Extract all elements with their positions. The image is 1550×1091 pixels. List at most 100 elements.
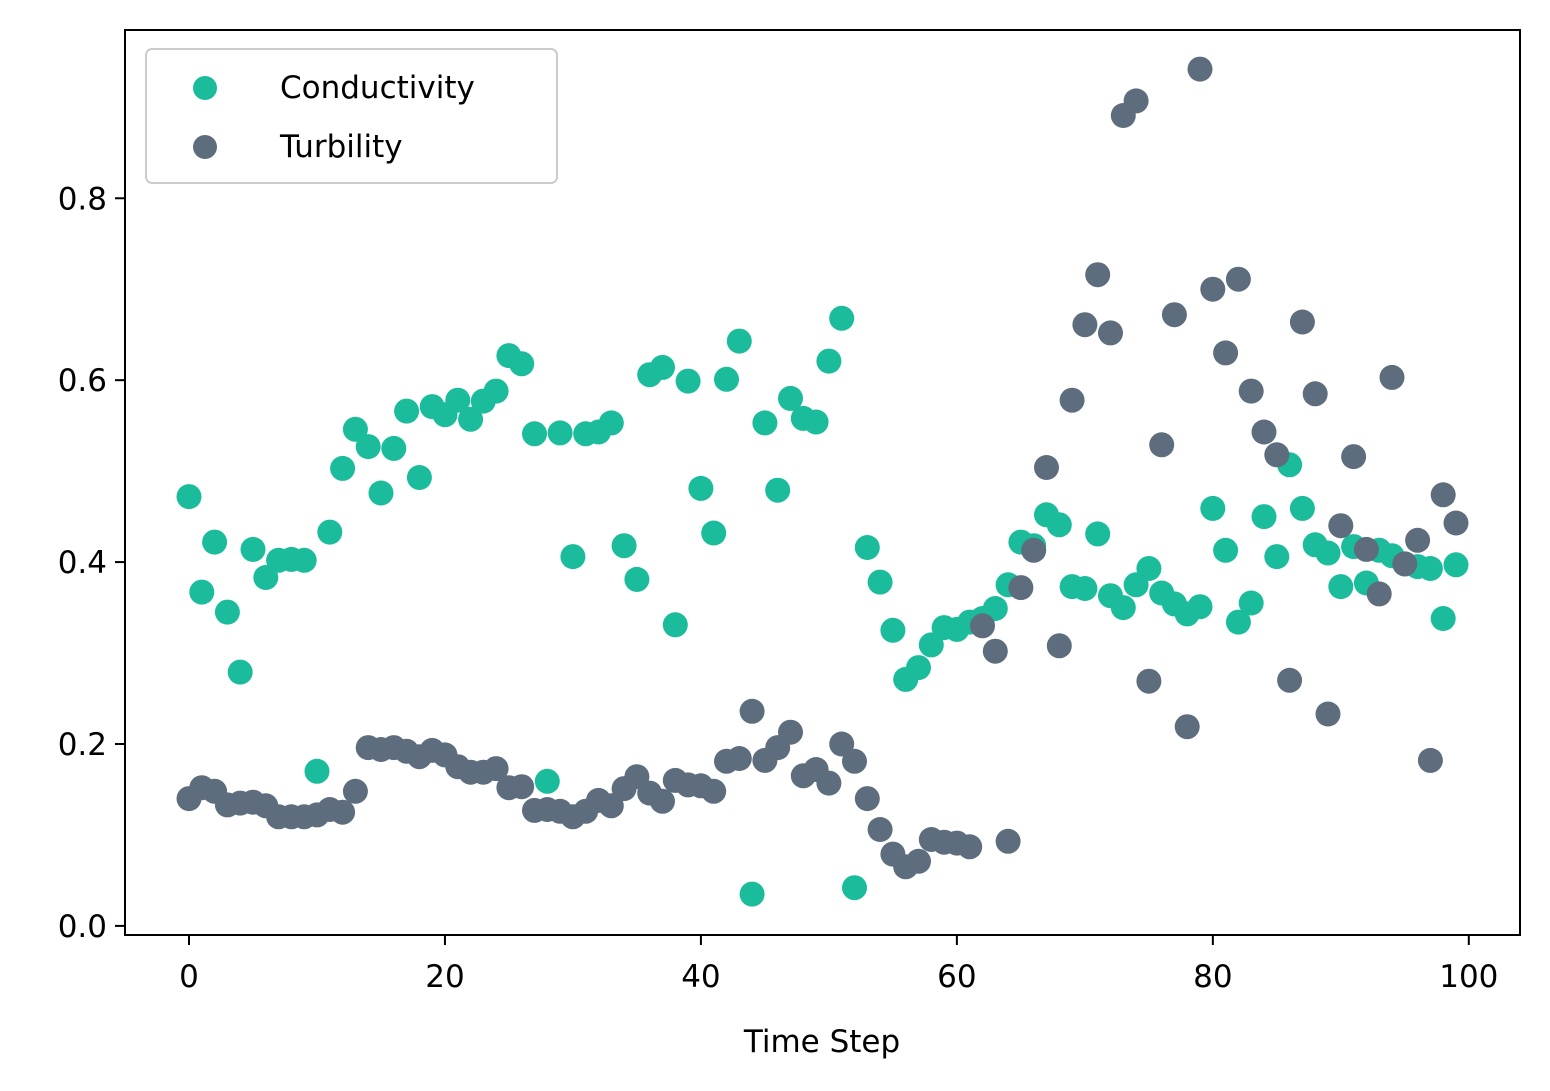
plot-frame bbox=[124, 29, 1521, 936]
data-point bbox=[509, 351, 535, 377]
data-point bbox=[1289, 495, 1315, 521]
data-point bbox=[342, 778, 368, 804]
data-point bbox=[598, 410, 624, 436]
y-tick-label: 0.0 bbox=[58, 909, 107, 945]
data-point bbox=[982, 596, 1008, 621]
data-point bbox=[598, 793, 624, 819]
data-point bbox=[1392, 551, 1418, 577]
legend-label-conductivity: Conductivity bbox=[280, 70, 475, 106]
data-point bbox=[355, 434, 381, 460]
data-point bbox=[1059, 387, 1085, 413]
data-point bbox=[688, 475, 714, 501]
data-point bbox=[1430, 482, 1456, 508]
data-point bbox=[1353, 536, 1379, 562]
data-point bbox=[650, 354, 675, 380]
data-point bbox=[317, 519, 343, 545]
data-point bbox=[778, 719, 803, 745]
data-point bbox=[624, 566, 650, 592]
data-point bbox=[1187, 594, 1213, 620]
data-point bbox=[1149, 432, 1175, 458]
data-point bbox=[1417, 556, 1443, 581]
data-point bbox=[1072, 576, 1098, 601]
data-point bbox=[214, 599, 240, 625]
data-point bbox=[368, 480, 394, 506]
data-point bbox=[1328, 574, 1354, 600]
data-point bbox=[854, 535, 880, 560]
data-point bbox=[803, 409, 829, 435]
data-point bbox=[445, 387, 471, 413]
data-point bbox=[611, 533, 637, 559]
x-tick-label: 80 bbox=[1193, 959, 1232, 995]
data-point bbox=[240, 536, 266, 562]
data-point bbox=[1277, 667, 1303, 693]
data-point bbox=[1046, 512, 1072, 538]
data-point bbox=[829, 731, 855, 757]
data-point bbox=[918, 632, 944, 658]
data-point bbox=[1136, 556, 1162, 581]
y-tick-label: 0.6 bbox=[58, 363, 107, 399]
data-point bbox=[842, 748, 867, 774]
data-point bbox=[739, 698, 765, 724]
data-point bbox=[675, 368, 701, 394]
data-point bbox=[342, 416, 368, 442]
data-point bbox=[752, 410, 778, 436]
data-point bbox=[842, 875, 867, 901]
x-axis: 0 20 40 60 80 100 bbox=[179, 935, 1498, 995]
data-point bbox=[995, 828, 1021, 854]
data-point bbox=[650, 788, 675, 814]
data-point bbox=[1225, 609, 1251, 635]
data-point bbox=[1072, 312, 1098, 338]
data-point bbox=[739, 881, 765, 907]
data-point bbox=[1430, 606, 1456, 631]
legend-label-turbility: Turbility bbox=[279, 129, 403, 165]
data-point bbox=[253, 565, 279, 590]
data-point bbox=[534, 768, 560, 794]
data-point bbox=[1238, 590, 1264, 616]
legend: Conductivity Turbility bbox=[145, 48, 558, 184]
data-point bbox=[1341, 444, 1367, 470]
y-tick-label: 0.2 bbox=[58, 727, 107, 763]
data-point bbox=[726, 746, 752, 771]
data-point bbox=[1008, 575, 1034, 601]
data-point bbox=[1405, 527, 1431, 553]
data-point bbox=[1315, 540, 1341, 566]
data-point bbox=[1225, 266, 1251, 292]
data-point bbox=[829, 305, 855, 331]
y-axis: 0.0 0.2 0.4 0.6 0.8 bbox=[58, 181, 125, 945]
data-point bbox=[906, 655, 931, 681]
legend-marker-conductivity bbox=[193, 76, 217, 100]
data-point bbox=[304, 758, 330, 784]
data-point bbox=[1046, 633, 1072, 659]
data-point bbox=[189, 579, 215, 605]
data-point bbox=[1302, 381, 1328, 407]
data-point bbox=[880, 617, 906, 643]
data-point bbox=[701, 520, 727, 546]
data-point bbox=[1021, 537, 1047, 563]
data-point bbox=[381, 435, 407, 461]
data-point bbox=[970, 613, 995, 639]
data-point bbox=[1251, 419, 1277, 445]
data-point bbox=[483, 378, 509, 404]
data-point bbox=[1098, 320, 1123, 346]
data-point bbox=[1187, 56, 1213, 82]
data-point bbox=[1034, 455, 1059, 480]
data-point bbox=[547, 420, 573, 446]
data-point bbox=[291, 547, 317, 573]
data-point bbox=[1251, 504, 1277, 530]
data-point bbox=[522, 421, 547, 447]
data-point bbox=[176, 484, 202, 510]
data-point bbox=[227, 659, 253, 685]
data-point bbox=[662, 612, 688, 638]
data-point bbox=[1200, 495, 1226, 521]
data-point bbox=[726, 328, 752, 354]
data-point bbox=[816, 348, 842, 374]
data-point bbox=[458, 406, 484, 432]
x-tick-label: 40 bbox=[681, 959, 720, 995]
data-point bbox=[1200, 276, 1226, 302]
x-tick-label: 20 bbox=[425, 959, 464, 995]
data-point bbox=[854, 786, 880, 812]
data-point bbox=[1264, 544, 1290, 570]
data-point bbox=[1136, 668, 1162, 694]
data-point bbox=[1161, 302, 1187, 328]
data-point bbox=[1085, 521, 1111, 547]
